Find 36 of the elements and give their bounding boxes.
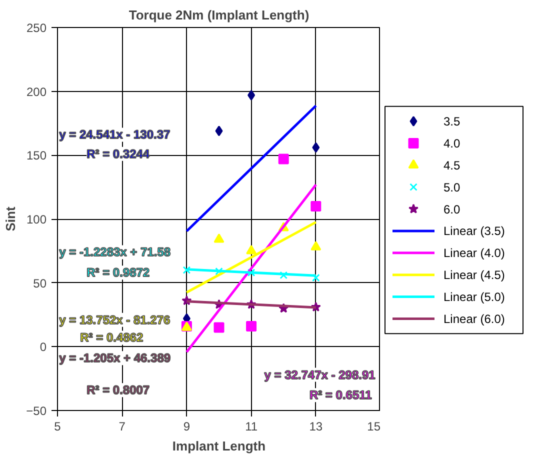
annotation: y = 24.541x - 130.37 (59, 128, 171, 142)
x-tick-label: 9 (183, 420, 190, 434)
legend-label: 5.0 (444, 180, 461, 195)
annotation: R² = 0.9872 (86, 266, 150, 280)
y-tick-label: 50 (33, 276, 47, 290)
annotation: y = 32.747x - 298.91 (264, 368, 376, 382)
annotation: y = -1.2283x + 71.58 (59, 245, 171, 260)
y-tick-label: 100 (26, 212, 47, 226)
x-tick-label: 5 (54, 420, 62, 434)
y-tick-label: 150 (26, 148, 47, 163)
legend-label: Linear (4.0) (444, 246, 505, 260)
legend-label: 4.0 (444, 136, 461, 151)
legend-label: Linear (4.5) (444, 268, 505, 282)
legend-label: 4.5 (444, 158, 461, 173)
chart-title: Torque 2Nm (Implant Length) (128, 8, 310, 22)
x-tick-label: 7 (118, 420, 126, 434)
annotation: y = 13.752x - 81.276 (59, 312, 171, 327)
annotation: R² = 0.3244 (86, 146, 150, 161)
annotation: R² = 0.6511 (309, 388, 372, 402)
legend-label: 3.5 (444, 114, 461, 129)
x-tick-label: 13 (309, 420, 323, 434)
legend-label: Linear (6.0) (444, 312, 505, 326)
x-axis-title: Implant Length (172, 438, 266, 454)
legend-label: Linear (3.5) (444, 224, 505, 238)
annotation: R² = 0.8007 (86, 383, 150, 398)
annotation: R² = 0.4862 (80, 330, 144, 345)
x-tick-label: 11 (245, 420, 258, 434)
x-tick-label: 15 (367, 420, 381, 434)
y-tick-label: 0 (40, 340, 47, 354)
legend-label: 6.0 (444, 202, 461, 217)
annotation: y = -1.205x + 46.389 (59, 351, 171, 366)
y-tick-label: −50 (26, 404, 47, 418)
y-tick-label: 250 (26, 21, 47, 35)
y-tick-label: 200 (26, 84, 47, 99)
legend-label: Linear (5.0) (444, 290, 505, 304)
y-axis-title: Sint (3, 206, 18, 232)
